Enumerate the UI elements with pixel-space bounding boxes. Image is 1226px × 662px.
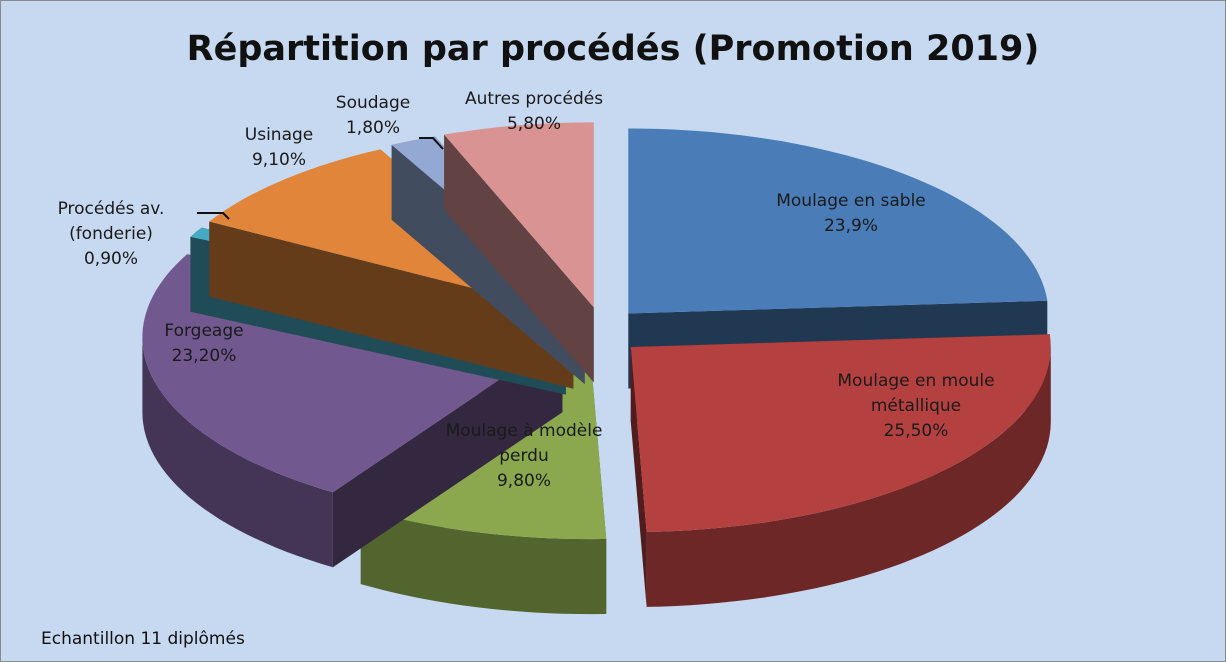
slice-top [630,334,1051,532]
slice-label: Moulage à modèle perdu 9,80% [439,419,609,494]
slice [444,122,594,383]
slice-label: Soudage 1,80% [313,91,433,141]
label-value: 1,80% [345,118,400,138]
label-name: Moulage en sable [776,191,926,211]
label-name: Autres procédés [464,89,604,109]
slice [630,334,1051,607]
label-name: Forgeage [164,321,244,341]
label-name: Soudage [335,93,411,113]
label-value: 0,90% [83,249,138,269]
label-value: 23,20% [171,346,237,366]
leader-line [197,212,230,220]
label-value: 5,80% [506,114,561,134]
slice-wall [646,347,1051,607]
leader-line [419,137,444,150]
label-name: Moulage à modèle perdu [445,421,603,466]
label-name: Usinage [244,125,314,145]
slice-label: Procédés av. (fonderie) 0,90% [21,197,201,272]
label-name: Procédés av. (fonderie) [57,199,165,244]
label-name: Moulage en moule métallique [837,371,995,416]
slice-top [444,122,594,308]
label-value: 9,10% [251,150,306,170]
label-value: 25,50% [883,421,949,441]
chart-title: Répartition par procédés (Promotion 2019… [186,29,1040,69]
slice-label: Forgeage 23,20% [129,319,279,369]
slice-label: Usinage 9,10% [219,123,339,173]
slice-top [628,128,1048,314]
slice-side [209,221,574,389]
label-value: 9,80% [496,471,551,491]
slice-side [444,134,594,383]
slice-label: Moulage en moule métallique 25,50% [806,369,1026,444]
slice-wall [360,509,607,615]
slice-side [630,347,647,607]
slice-wall [142,337,333,568]
slice-label: Autres procédés 5,80% [434,87,634,137]
label-value: 23,9% [823,216,878,236]
slice-label: Moulage en sable 23,9% [746,189,956,239]
annotation: Echantillon 11 diplômés [41,629,245,649]
